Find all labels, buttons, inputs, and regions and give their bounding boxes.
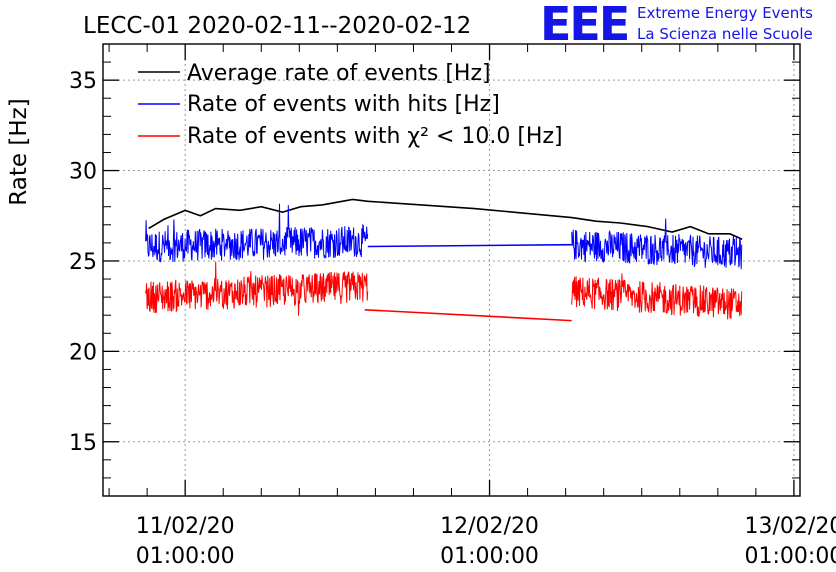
series-line-hits-segment-2 <box>571 218 743 270</box>
x-tick-label-time: 01:00:00 <box>136 544 235 569</box>
grid <box>103 44 800 496</box>
legend-label-hits: Rate of events with hits [Hz] <box>187 92 500 117</box>
y-axis-label: Rate [Hz] <box>6 98 32 205</box>
series-line-hits-segment-1 <box>145 203 369 263</box>
x-tick-label-date: 13/02/20 <box>745 514 836 539</box>
series-line-average <box>148 198 743 240</box>
series <box>145 198 743 322</box>
logo-mark: EEE <box>540 0 628 51</box>
legend-label-average: Average rate of events [Hz] <box>187 61 491 86</box>
y-tick-label: 35 <box>69 69 97 94</box>
x-tick-label-time: 01:00:00 <box>440 544 539 569</box>
eee-logo: EEE Extreme Energy Events La Scienza nel… <box>540 0 813 51</box>
y-tick-label: 15 <box>69 431 97 456</box>
axes: 15 20 25 30 35 11/02/20 01:00:00 12/02/20 01:00:… <box>69 43 836 569</box>
chart-title: LECC-01 2020-02-11--2020-02-12 <box>83 13 471 39</box>
x-tick-label-time: 01:00:00 <box>745 544 836 569</box>
y-tick-label: 30 <box>69 160 97 185</box>
series-line-chi2-segment-2 <box>571 273 743 320</box>
x-tick-label-date: 12/02/20 <box>440 514 539 539</box>
logo-line1: Extreme Energy Events <box>637 4 813 22</box>
logo-line2: La Scienza nelle Scuole <box>637 25 813 43</box>
x-tick-label-date: 11/02/20 <box>136 514 235 539</box>
legend: Average rate of events [Hz] Rate of even… <box>138 61 563 149</box>
series-gap-hits <box>367 243 572 248</box>
legend-label-chi2: Rate of events with χ² < 10.0 [Hz] <box>187 124 563 149</box>
series-gap-chi2 <box>364 308 572 322</box>
y-tick-label: 20 <box>69 340 97 365</box>
series-line-chi2-segment-1 <box>145 261 369 316</box>
y-tick-label: 25 <box>69 250 97 275</box>
